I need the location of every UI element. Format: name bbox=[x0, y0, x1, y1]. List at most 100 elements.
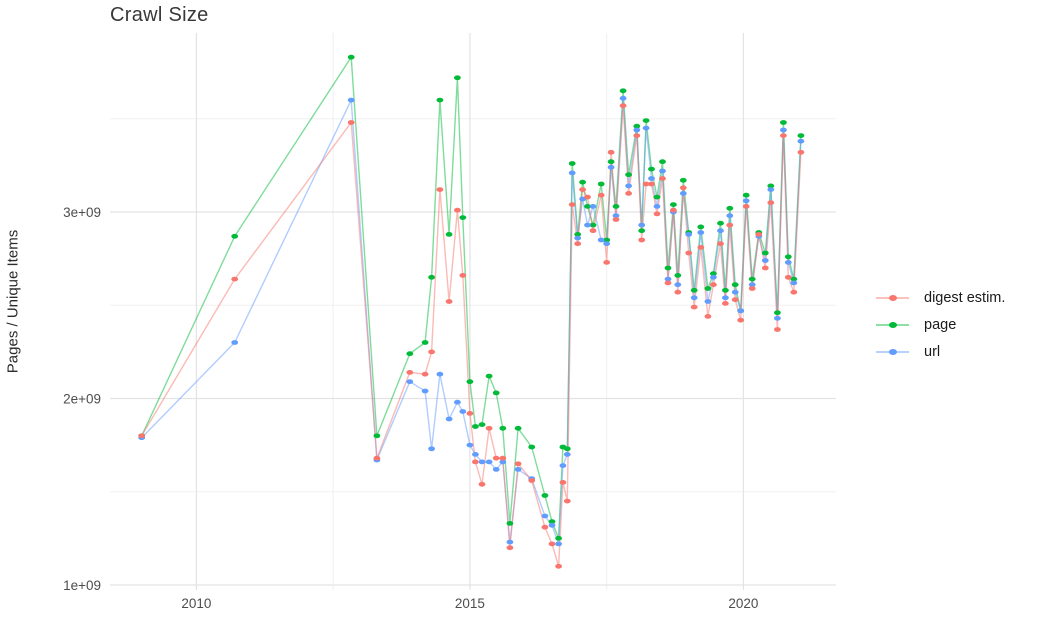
x-tick-label: 2010 bbox=[181, 596, 211, 611]
data-point-page bbox=[679, 177, 687, 183]
data-point-url bbox=[710, 274, 717, 280]
data-point-page bbox=[459, 215, 467, 221]
data-point-url bbox=[478, 459, 486, 465]
data-point-url bbox=[472, 452, 479, 457]
data-point-page bbox=[784, 254, 792, 260]
data-point-digestestim bbox=[625, 191, 632, 196]
legend-swatch-icon bbox=[876, 293, 909, 303]
legend-swatch-icon bbox=[876, 347, 909, 357]
legend-swatch-icon bbox=[876, 320, 909, 330]
chart-title: Crawl Size bbox=[110, 4, 209, 26]
data-point-page bbox=[485, 373, 493, 379]
data-point-digestestim bbox=[406, 370, 414, 375]
data-point-digestestim bbox=[679, 185, 687, 191]
data-point-digestestim bbox=[478, 481, 486, 487]
data-point-page bbox=[514, 425, 522, 431]
data-point-digestestim bbox=[685, 250, 693, 256]
data-point-digestestim bbox=[742, 204, 750, 209]
data-point-digestestim bbox=[619, 103, 627, 109]
data-point-page bbox=[499, 425, 507, 431]
data-point-page bbox=[454, 75, 461, 81]
data-point-url bbox=[406, 379, 414, 385]
data-point-url bbox=[790, 280, 798, 286]
data-point-url bbox=[722, 295, 729, 301]
data-point-url bbox=[697, 230, 705, 235]
data-point-url bbox=[574, 235, 582, 241]
data-point-url bbox=[612, 213, 620, 219]
data-point-digestestim bbox=[722, 301, 729, 306]
data-point-url bbox=[584, 222, 591, 228]
data-point-page bbox=[722, 287, 729, 293]
data-point-digestestim bbox=[472, 459, 479, 465]
data-point-digestestim bbox=[780, 133, 787, 139]
data-point-url bbox=[347, 97, 355, 103]
data-point-digestestim bbox=[541, 524, 549, 530]
data-point-page bbox=[670, 202, 677, 208]
data-point-url bbox=[717, 228, 724, 234]
data-point-digestestim bbox=[603, 260, 611, 265]
y-tick-label: 1e+09 bbox=[63, 578, 101, 593]
data-point-url bbox=[784, 260, 792, 265]
data-point-url bbox=[485, 459, 493, 465]
data-point-digestestim bbox=[648, 181, 655, 187]
data-point-digestestim bbox=[704, 314, 712, 319]
data-point-digestestim bbox=[597, 192, 605, 198]
series-line-page bbox=[141, 55, 802, 539]
data-point-digestestim bbox=[797, 149, 805, 155]
data-point-url bbox=[421, 388, 429, 394]
data-point-url bbox=[690, 295, 698, 301]
data-point-page bbox=[506, 521, 514, 526]
data-point-page bbox=[638, 228, 646, 234]
data-point-page bbox=[541, 493, 549, 498]
data-point-page bbox=[659, 159, 666, 165]
data-point-url bbox=[648, 176, 655, 181]
y-tick-label: 3e+09 bbox=[63, 205, 101, 220]
data-point-digestestim bbox=[612, 217, 620, 222]
legend-item-url: url bbox=[876, 338, 1005, 365]
data-point-digestestim bbox=[574, 241, 582, 247]
data-point-page bbox=[555, 535, 562, 541]
data-point-digestestim bbox=[568, 202, 576, 208]
legend-dot-icon bbox=[889, 294, 897, 301]
data-point-page bbox=[748, 276, 756, 282]
data-point-digestestim bbox=[428, 349, 435, 355]
legend-dot-icon bbox=[889, 321, 897, 328]
data-point-page bbox=[421, 340, 429, 345]
data-point-page bbox=[436, 97, 444, 103]
data-point-url bbox=[445, 416, 453, 422]
data-point-url bbox=[466, 442, 474, 448]
data-point-url bbox=[231, 340, 239, 345]
data-point-url bbox=[674, 282, 682, 288]
data-point-digestestim bbox=[761, 265, 769, 271]
data-point-url bbox=[492, 467, 500, 472]
data-point-page bbox=[589, 222, 597, 228]
data-point-url bbox=[653, 204, 661, 209]
data-point-page bbox=[690, 287, 698, 293]
data-point-page bbox=[466, 379, 474, 385]
data-point-digestestim bbox=[466, 411, 474, 416]
data-point-digestestim bbox=[653, 211, 661, 217]
data-point-url bbox=[685, 232, 693, 237]
data-point-url bbox=[737, 308, 745, 314]
x-tick-label: 2015 bbox=[455, 596, 485, 611]
data-point-url bbox=[607, 164, 615, 170]
data-point-page bbox=[603, 237, 611, 243]
data-point-url bbox=[767, 187, 775, 193]
data-point-page bbox=[428, 274, 435, 280]
data-point-page bbox=[607, 159, 615, 165]
data-point-url bbox=[761, 258, 769, 263]
data-point-url bbox=[679, 191, 687, 196]
data-point-url bbox=[563, 452, 571, 457]
data-point-digestestim bbox=[231, 276, 239, 282]
data-point-digestestim bbox=[664, 280, 672, 286]
data-point-digestestim bbox=[589, 228, 597, 234]
data-point-url bbox=[704, 299, 712, 304]
data-point-digestestim bbox=[674, 289, 682, 295]
data-point-page bbox=[563, 446, 571, 452]
data-point-digestestim bbox=[710, 282, 717, 288]
data-point-page bbox=[597, 181, 605, 187]
data-point-digestestim bbox=[485, 425, 493, 431]
data-point-page bbox=[633, 123, 641, 129]
data-point-digestestim bbox=[633, 133, 641, 139]
